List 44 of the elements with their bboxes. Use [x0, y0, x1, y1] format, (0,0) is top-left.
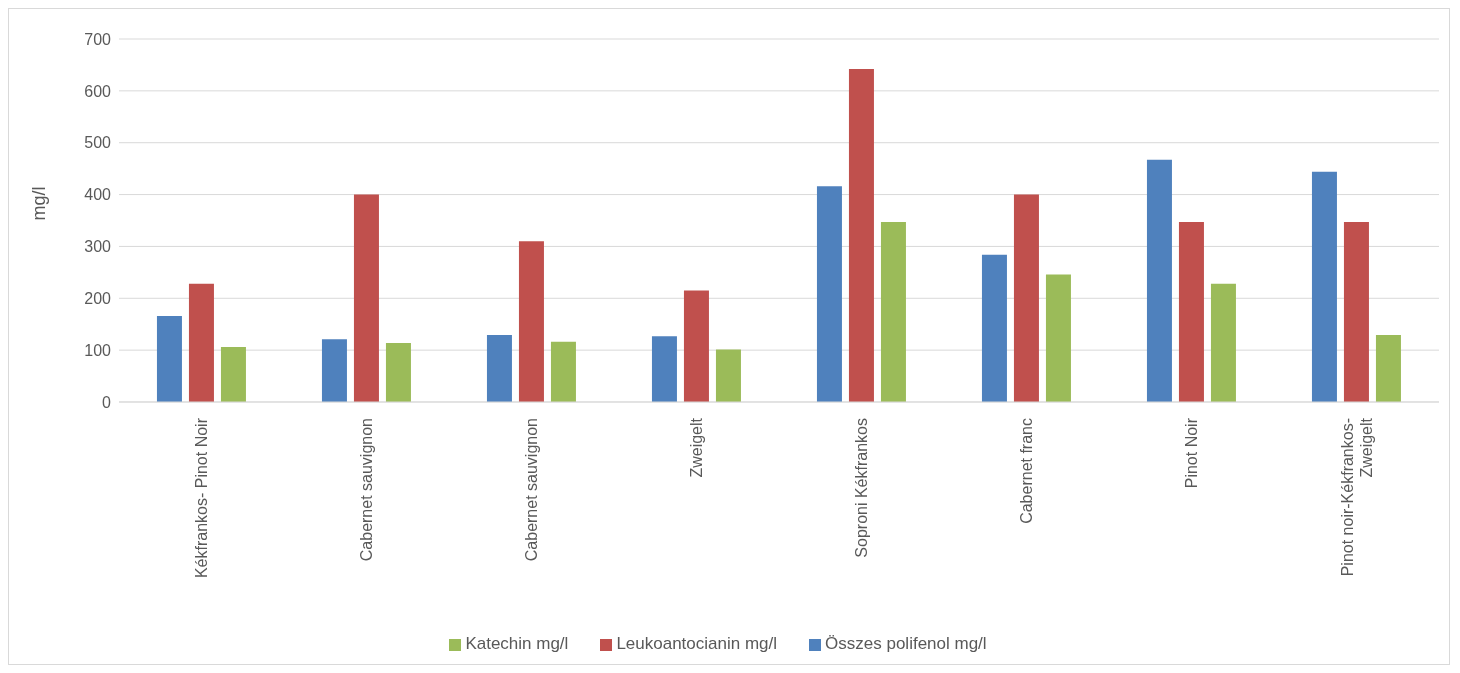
x-tick-label: Pinot Noir	[1183, 417, 1201, 489]
y-tick-label: 600	[84, 82, 112, 100]
bar	[880, 222, 906, 402]
x-tick-label: Soproni Kékfrankos	[853, 418, 871, 558]
bar	[1375, 335, 1401, 402]
bar	[385, 342, 411, 402]
bar	[848, 69, 874, 402]
y-tick-label: 200	[84, 289, 112, 307]
bar	[981, 254, 1007, 402]
bar	[220, 347, 246, 402]
bar	[550, 341, 576, 402]
bar	[715, 349, 741, 402]
y-tick-label: 0	[102, 393, 112, 411]
y-tick-label: 700	[84, 30, 112, 48]
x-tick-label: Cabernet sauvignon	[358, 418, 376, 562]
bar	[1210, 283, 1236, 402]
x-tick-label: Zweigelt	[688, 417, 706, 478]
bar	[1146, 159, 1172, 402]
bar	[1045, 274, 1071, 402]
bar	[353, 194, 379, 402]
bar	[683, 290, 709, 402]
y-tick-label: 300	[84, 238, 112, 256]
x-tick-label: Pinot noir-Kékfrankos-Zweigelt	[1338, 417, 1375, 577]
x-tick-label: Cabernet sauvignon	[523, 418, 541, 562]
bar	[1311, 171, 1337, 402]
x-tick-label: Cabernet franc	[1018, 418, 1036, 524]
bar	[651, 336, 677, 402]
legend-label: Katechin mg/l	[465, 634, 569, 653]
bar	[1178, 222, 1204, 402]
legend-label: Összes polifenol mg/l	[825, 634, 987, 653]
y-tick-label: 400	[84, 186, 112, 204]
x-tick-label: Kékfrankos- Pinot Noir	[193, 417, 211, 579]
bar	[1343, 222, 1369, 402]
bar	[816, 186, 842, 402]
bar	[1013, 194, 1039, 402]
bar	[518, 241, 544, 402]
y-axis-title: mg/l	[29, 186, 50, 221]
bar	[486, 335, 512, 402]
bar	[321, 339, 347, 402]
bar	[156, 315, 182, 402]
legend-label: Leukoantocianin mg/l	[616, 634, 778, 653]
y-tick-label: 500	[84, 134, 112, 152]
bar	[188, 283, 214, 402]
y-tick-label: 100	[84, 341, 112, 359]
